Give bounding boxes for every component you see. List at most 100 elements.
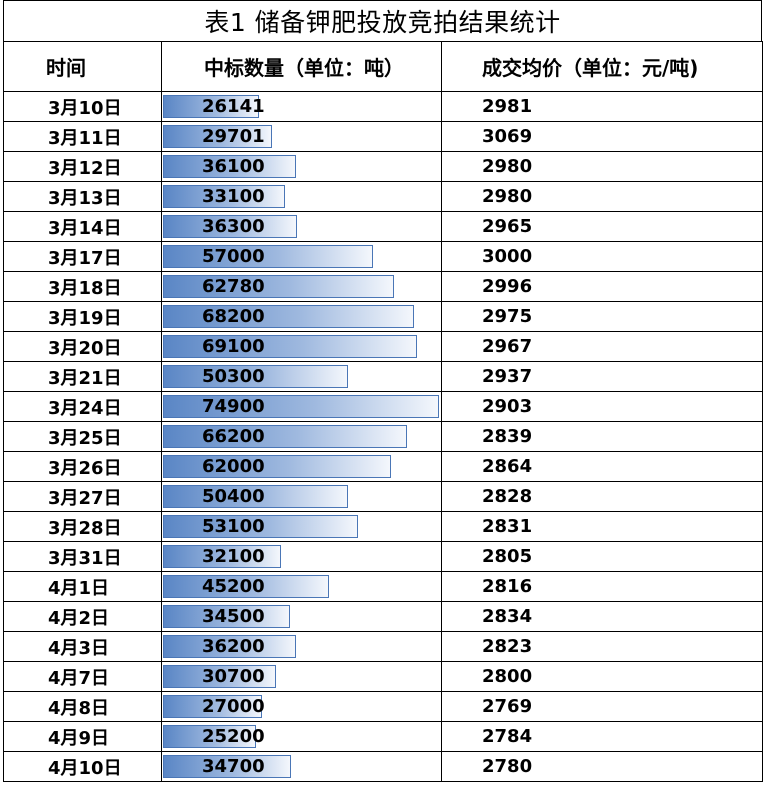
amount-cell: 25200 [161, 721, 442, 752]
price-cell: 2996 [441, 271, 763, 302]
data-bar [163, 695, 263, 718]
date-cell: 3月10日 [3, 91, 162, 122]
data-bar [163, 455, 392, 478]
date-cell: 3月31日 [3, 541, 162, 572]
price-cell: 2784 [441, 721, 763, 752]
data-bar [163, 275, 395, 298]
table-title: 表1 储备钾肥投放竞拍结果统计 [3, 0, 762, 41]
date-cell: 3月28日 [3, 511, 162, 542]
amount-value: 33100 [202, 186, 265, 207]
table-row: 3月24日 74900 2903 [3, 391, 763, 422]
table-row: 3月12日 36100 2980 [3, 151, 763, 182]
amount-cell: 74900 [161, 391, 442, 422]
price-cell: 2864 [441, 451, 763, 482]
table-row: 3月27日 50400 2828 [3, 481, 763, 512]
data-bar [163, 515, 359, 538]
amount-value: 68200 [202, 306, 265, 327]
amount-value: 36300 [202, 216, 265, 237]
date-cell: 3月12日 [3, 151, 162, 182]
data-bar [163, 605, 290, 628]
amount-value: 53100 [202, 516, 265, 537]
table-row: 4月8日 27000 2769 [3, 691, 763, 722]
data-bar [163, 245, 373, 268]
amount-cell: 29701 [161, 121, 442, 152]
date-cell: 3月27日 [3, 481, 162, 512]
price-cell: 2823 [441, 631, 763, 662]
price-cell: 2975 [441, 301, 763, 332]
amount-cell: 36200 [161, 631, 442, 662]
price-cell: 2805 [441, 541, 763, 572]
amount-value: 66200 [202, 426, 265, 447]
amount-value: 30700 [202, 666, 265, 687]
amount-value: 74900 [202, 396, 265, 417]
amount-cell: 50300 [161, 361, 442, 392]
price-cell: 2800 [441, 661, 763, 692]
amount-cell: 33100 [161, 181, 442, 212]
amount-value: 45200 [202, 576, 265, 597]
data-bar [163, 95, 260, 118]
price-cell: 2816 [441, 571, 763, 602]
header-date: 时间 [3, 41, 162, 92]
data-bar [163, 395, 439, 418]
table-row: 4月7日 30700 2800 [3, 661, 763, 692]
amount-value: 36100 [202, 156, 265, 177]
amount-value: 29701 [202, 126, 265, 147]
data-bar [163, 635, 297, 658]
table-row: 3月17日 57000 3000 [3, 241, 763, 272]
date-cell: 4月9日 [3, 721, 162, 752]
amount-cell: 34700 [161, 751, 442, 782]
amount-cell: 27000 [161, 691, 442, 722]
date-cell: 3月24日 [3, 391, 162, 422]
date-cell: 4月8日 [3, 691, 162, 722]
data-bar [163, 425, 407, 448]
date-cell: 3月11日 [3, 121, 162, 152]
data-bar [163, 365, 349, 388]
date-cell: 3月17日 [3, 241, 162, 272]
amount-value: 34500 [202, 606, 265, 627]
table-row: 4月3日 36200 2823 [3, 631, 763, 662]
amount-cell: 66200 [161, 421, 442, 452]
amount-value: 32100 [202, 546, 265, 567]
date-cell: 3月14日 [3, 211, 162, 242]
date-cell: 4月7日 [3, 661, 162, 692]
table-row: 3月10日 26141 2981 [3, 91, 763, 122]
price-cell: 2780 [441, 751, 763, 782]
table-row: 3月13日 33100 2980 [3, 181, 763, 212]
amount-value: 62000 [202, 456, 265, 477]
amount-cell: 32100 [161, 541, 442, 572]
data-bar [163, 545, 282, 568]
amount-cell: 50400 [161, 481, 442, 512]
date-cell: 4月3日 [3, 631, 162, 662]
spreadsheet: 表1 储备钾肥投放竞拍结果统计 时间 中标数量（单位：吨） 成交均价（单位：元/… [3, 0, 763, 782]
amount-value: 50300 [202, 366, 265, 387]
amount-value: 57000 [202, 246, 265, 267]
date-cell: 3月21日 [3, 361, 162, 392]
table-row: 3月11日 29701 3069 [3, 121, 763, 152]
amount-cell: 36300 [161, 211, 442, 242]
amount-value: 36200 [202, 636, 265, 657]
amount-value: 25200 [202, 726, 265, 747]
header-row: 时间 中标数量（单位：吨） 成交均价（单位：元/吨) [3, 41, 763, 92]
table-row: 3月25日 66200 2839 [3, 421, 763, 452]
price-cell: 2967 [441, 331, 763, 362]
table-row: 3月19日 68200 2975 [3, 301, 763, 332]
amount-cell: 34500 [161, 601, 442, 632]
amount-cell: 57000 [161, 241, 442, 272]
price-cell: 2831 [441, 511, 763, 542]
table-row: 3月14日 36300 2965 [3, 211, 763, 242]
data-bar [163, 305, 414, 328]
data-bar [163, 215, 297, 238]
date-cell: 3月18日 [3, 271, 162, 302]
table-row: 3月26日 62000 2864 [3, 451, 763, 482]
data-bar [163, 725, 256, 748]
amount-value: 34700 [202, 756, 265, 777]
price-cell: 2937 [441, 361, 763, 392]
table-row: 3月28日 53100 2831 [3, 511, 763, 542]
amount-value: 50400 [202, 486, 265, 507]
date-cell: 3月20日 [3, 331, 162, 362]
price-cell: 2980 [441, 181, 763, 212]
table-row: 4月10日 34700 2780 [3, 751, 763, 782]
amount-value: 62780 [202, 276, 265, 297]
date-cell: 3月26日 [3, 451, 162, 482]
amount-value: 26141 [202, 96, 265, 117]
